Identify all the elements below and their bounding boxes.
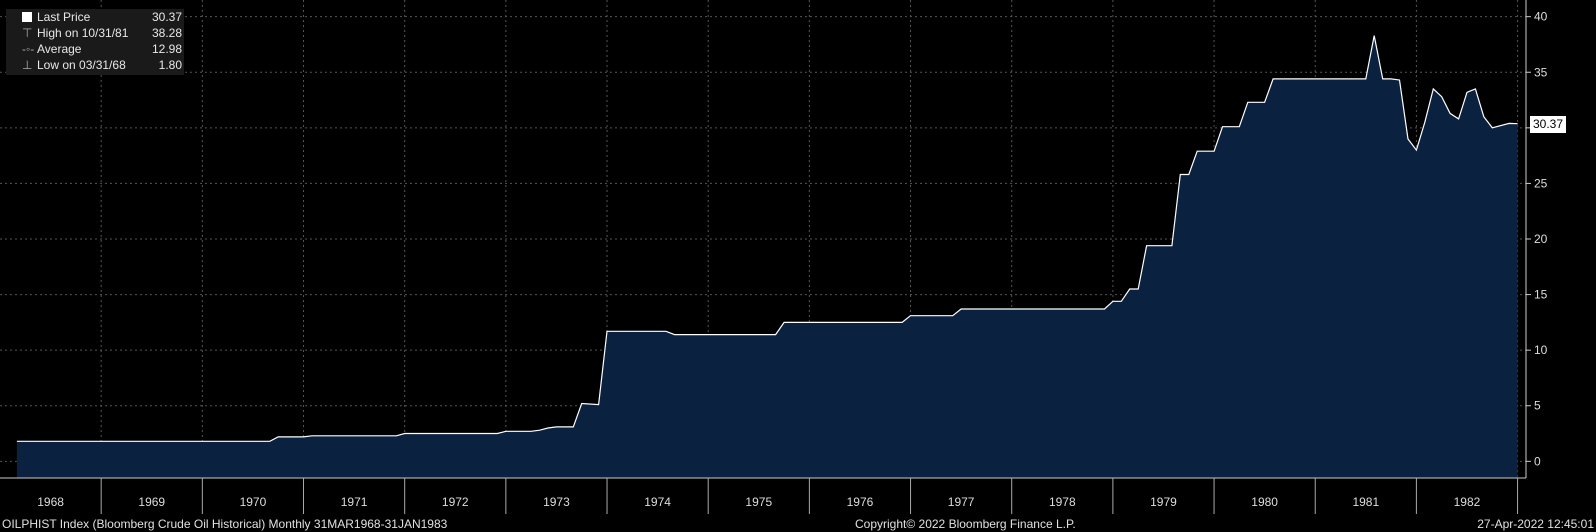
price-line bbox=[16, 35, 1518, 442]
x-tick-label: 1974 bbox=[644, 495, 671, 509]
x-tick-label: 1977 bbox=[948, 495, 975, 509]
legend-label: Last Price bbox=[37, 10, 91, 24]
price-area bbox=[16, 35, 1518, 478]
x-tick-label: 1981 bbox=[1352, 495, 1379, 509]
legend-item-high[interactable]: ⊤ High on 10/31/81 38.28 bbox=[6, 25, 184, 41]
x-tick-label: 1982 bbox=[1454, 495, 1481, 509]
y-tick-label: 20 bbox=[1534, 232, 1548, 246]
legend-label: High on 10/31/81 bbox=[37, 26, 129, 40]
legend: Last Price 30.37 ⊤ High on 10/31/81 38.2… bbox=[6, 9, 184, 75]
average-marker-icon: -◦- bbox=[22, 42, 35, 56]
high-marker-icon: ⊤ bbox=[22, 26, 33, 40]
legend-item-low[interactable]: ⊥ Low on 03/31/68 1.80 bbox=[6, 57, 184, 73]
legend-swatch-icon bbox=[10, 9, 34, 25]
x-tick-label: 1975 bbox=[745, 495, 772, 509]
x-tick-label: 1976 bbox=[847, 495, 874, 509]
y-tick-label: 15 bbox=[1534, 288, 1548, 302]
x-tick-label: 1978 bbox=[1049, 495, 1076, 509]
legend-value: 38.28 bbox=[151, 26, 182, 40]
x-tick-label: 1980 bbox=[1251, 495, 1278, 509]
x-axis: 1968 1969 1970 1971 1972 1973 1974 1975 1976 1977… bbox=[0, 477, 1526, 514]
y-tick-label: 35 bbox=[1534, 65, 1548, 79]
legend-item-average[interactable]: -◦- Average 12.98 bbox=[6, 41, 184, 57]
x-tick-label: 1973 bbox=[543, 495, 570, 509]
y-tick-label: 5 bbox=[1534, 399, 1541, 413]
legend-item-last-price[interactable]: Last Price 30.37 bbox=[6, 9, 184, 25]
x-tick-label: 1970 bbox=[240, 495, 267, 509]
y-tick-label: 0 bbox=[1534, 454, 1541, 468]
x-tick-label: 1972 bbox=[442, 495, 469, 509]
legend-label: Low on 03/31/68 bbox=[37, 58, 126, 72]
legend-value: 1.80 bbox=[158, 58, 182, 72]
x-tick-label: 1969 bbox=[138, 495, 165, 509]
x-tick-label: 1971 bbox=[341, 495, 368, 509]
legend-label: Average bbox=[37, 42, 82, 56]
y-tick-label: 25 bbox=[1534, 176, 1548, 190]
y-tick-label: 40 bbox=[1534, 10, 1548, 24]
last-price-tag: 30.37 bbox=[1530, 115, 1567, 133]
x-tick-label: 1979 bbox=[1150, 495, 1177, 509]
footer-copyright: Copyright© 2022 Bloomberg Finance L.P. bbox=[855, 517, 1076, 531]
footer-security-description: OILPHIST Index (Bloomberg Crude Oil Hist… bbox=[2, 517, 448, 531]
legend-value: 12.98 bbox=[151, 42, 182, 56]
legend-value: 30.37 bbox=[151, 10, 182, 24]
footer-timestamp: 27-Apr-2022 12:45:01 bbox=[1477, 517, 1594, 531]
low-marker-icon: ⊥ bbox=[22, 58, 33, 72]
y-tick-label: 10 bbox=[1534, 343, 1548, 357]
x-tick-label: 1968 bbox=[37, 495, 64, 509]
